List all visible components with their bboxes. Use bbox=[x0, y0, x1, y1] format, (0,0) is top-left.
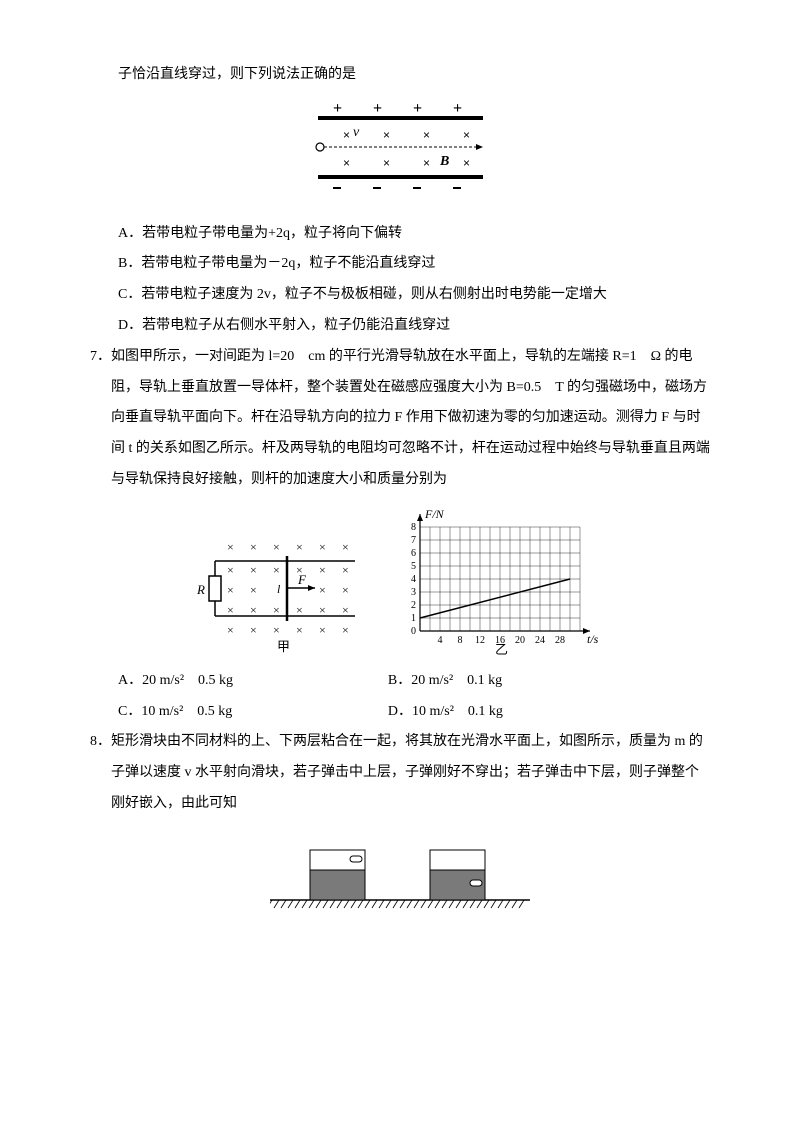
svg-text:×: × bbox=[319, 583, 326, 597]
svg-text:×: × bbox=[342, 603, 349, 617]
svg-text:1: 1 bbox=[411, 613, 416, 624]
ylabel: F/N bbox=[424, 507, 445, 521]
l-label: l bbox=[277, 582, 281, 596]
svg-text:×: × bbox=[227, 563, 234, 577]
svg-text:28: 28 bbox=[555, 635, 565, 646]
svg-text:×: × bbox=[319, 540, 326, 554]
q7-option-C: C．10 m/s² 0.5 kg bbox=[118, 697, 384, 728]
q7-row1: A．20 m/s² 0.5 kg B．20 m/s² 0.1 kg bbox=[90, 666, 710, 697]
q7-block: 7． 如图甲所示，一对间距为 l=20 cm 的平行光滑导轨放在水平面上，导轨的… bbox=[111, 342, 710, 496]
svg-text:7: 7 bbox=[411, 535, 416, 546]
svg-text:×: × bbox=[273, 603, 280, 617]
svg-text:6: 6 bbox=[411, 548, 416, 559]
svg-text:4: 4 bbox=[438, 635, 443, 646]
q7-number: 7． bbox=[90, 342, 111, 373]
q7-option-D: D．10 m/s² 0.1 kg bbox=[388, 697, 654, 728]
q7-option-A: A．20 m/s² 0.5 kg bbox=[118, 666, 384, 697]
svg-text:×: × bbox=[227, 603, 234, 617]
q8-block: 8． 矩形滑块由不同材料的上、下两层粘合在一起，将其放在光滑水平面上，如图所示，… bbox=[111, 727, 710, 819]
svg-text:×: × bbox=[423, 156, 430, 170]
svg-text:×: × bbox=[463, 128, 470, 142]
fig2-caption: 乙 bbox=[495, 642, 508, 656]
svg-text:12: 12 bbox=[475, 635, 485, 646]
svg-text:2: 2 bbox=[411, 600, 416, 611]
svg-text:8: 8 bbox=[458, 635, 463, 646]
svg-text:×: × bbox=[273, 563, 280, 577]
v-label: v bbox=[353, 125, 360, 140]
svg-text:×: × bbox=[250, 583, 257, 597]
svg-text:×: × bbox=[319, 563, 326, 577]
q6-option-D: D．若带电粒子从右侧水平射入，粒子仍能沿直线穿过 bbox=[90, 311, 710, 342]
svg-text:×: × bbox=[463, 156, 470, 170]
q7-figure-2: F/N t/s 012345678 481216202428 乙 bbox=[395, 506, 605, 656]
q8-text: 矩形滑块由不同材料的上、下两层粘合在一起，将其放在光滑水平面上，如图所示，质量为… bbox=[111, 734, 703, 811]
svg-text:×: × bbox=[319, 623, 326, 637]
svg-text:×: × bbox=[383, 156, 390, 170]
q7-text: 如图甲所示，一对间距为 l=20 cm 的平行光滑导轨放在水平面上，导轨的左端接… bbox=[111, 349, 710, 487]
svg-text:×: × bbox=[250, 563, 257, 577]
R-label: R bbox=[196, 582, 205, 597]
svg-text:×: × bbox=[342, 563, 349, 577]
svg-text:5: 5 bbox=[411, 561, 416, 572]
svg-text:×: × bbox=[273, 623, 280, 637]
svg-text:0: 0 bbox=[411, 626, 416, 637]
svg-text:×: × bbox=[227, 583, 234, 597]
svg-text:×: × bbox=[343, 156, 350, 170]
svg-text:+: + bbox=[453, 101, 462, 117]
q7-row2: C．10 m/s² 0.5 kg D．10 m/s² 0.1 kg bbox=[90, 697, 710, 728]
fig1-caption: 甲 bbox=[277, 639, 290, 654]
svg-text:×: × bbox=[296, 623, 303, 637]
svg-text:×: × bbox=[273, 540, 280, 554]
svg-text:×: × bbox=[296, 563, 303, 577]
svg-text:×: × bbox=[250, 623, 257, 637]
svg-text:×: × bbox=[342, 583, 349, 597]
q6-figure: + + + + × × × × × × × × v B bbox=[90, 101, 710, 209]
svg-text:×: × bbox=[227, 540, 234, 554]
svg-text:20: 20 bbox=[515, 635, 525, 646]
q7-option-B: B．20 m/s² 0.1 kg bbox=[388, 666, 654, 697]
svg-text:×: × bbox=[343, 128, 350, 142]
svg-text:×: × bbox=[342, 623, 349, 637]
q8-number: 8． bbox=[90, 727, 111, 758]
svg-text:+: + bbox=[413, 101, 422, 117]
svg-text:3: 3 bbox=[411, 587, 416, 598]
svg-text:×: × bbox=[296, 603, 303, 617]
svg-text:8: 8 bbox=[411, 522, 416, 533]
svg-text:+: + bbox=[373, 101, 382, 117]
svg-text:×: × bbox=[319, 603, 326, 617]
svg-text:×: × bbox=[250, 603, 257, 617]
svg-text:×: × bbox=[296, 540, 303, 554]
svg-text:+: + bbox=[333, 101, 342, 117]
q6-intro-continuation: 子恰沿直线穿过，则下列说法正确的是 bbox=[90, 60, 710, 91]
svg-text:24: 24 bbox=[535, 635, 545, 646]
svg-text:×: × bbox=[423, 128, 430, 142]
svg-text:×: × bbox=[250, 540, 257, 554]
q6-option-A: A．若带电粒子带电量为+2q，粒子将向下偏转 bbox=[90, 219, 710, 250]
svg-text:×: × bbox=[383, 128, 390, 142]
q8-figure bbox=[90, 830, 710, 928]
svg-text:4: 4 bbox=[411, 574, 416, 585]
q6-option-C: C．若带电粒子速度为 2v，粒子不与极板相碰，则从右侧射出时电势能一定增大 bbox=[90, 280, 710, 311]
q7-figure-1: R l F ×××××× ×××××× ×××× ×××××× ×××××× 甲 bbox=[195, 521, 365, 656]
B-label: B bbox=[439, 154, 449, 169]
svg-text:×: × bbox=[227, 623, 234, 637]
svg-text:×: × bbox=[342, 540, 349, 554]
xlabel: t/s bbox=[587, 632, 599, 646]
q6-option-B: B．若带电粒子带电量为－2q，粒子不能沿直线穿过 bbox=[90, 249, 710, 280]
q7-figures: R l F ×××××× ×××××× ×××× ×××××× ×××××× 甲… bbox=[90, 506, 710, 656]
